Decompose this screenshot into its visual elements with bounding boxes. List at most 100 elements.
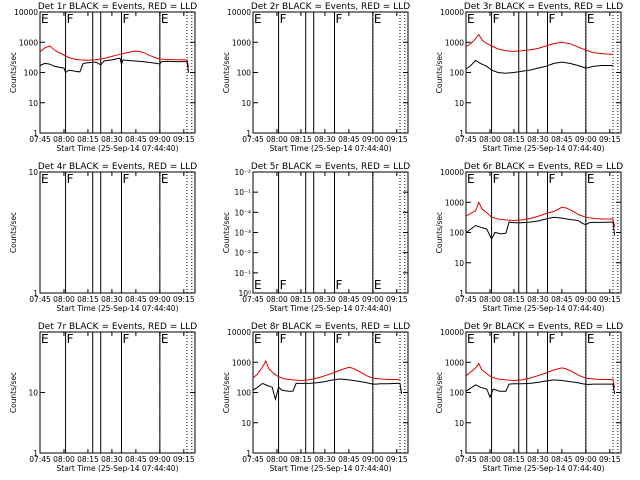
y-tick-label: 10⁻² [234,249,251,258]
flag-label: F [335,278,342,292]
x-tick-label: 08:00 [479,455,501,464]
x-tick-label: 08:45 [551,455,573,464]
x-tick-label: 09:15 [173,135,195,144]
y-tick-label: 10000 [440,168,464,177]
x-tick-label: 08:15 [503,135,525,144]
y-tick-label: 10 [28,168,38,177]
plot-frame [252,11,409,134]
panel-title: Det 4r BLACK = Events, RED = LLD [38,162,197,172]
y-tick-label: 100 [237,389,252,398]
x-tick-label: 09:15 [599,455,621,464]
x-tick-label: 09:00 [575,295,597,304]
flag-label: F [548,12,555,26]
flag-label: F [335,12,342,26]
x-tick-label: 09:15 [386,295,408,304]
x-axis-label: Start Time (25-Sep-14 07:44:40) [57,304,179,313]
y-tick-label: 10 [454,259,464,268]
panel-title: Det 7r BLACK = Events, RED = LLD [38,322,197,332]
y-tick-label: 10000 [14,8,38,17]
flag-label: F [493,12,500,26]
y-tick-label: 10 [241,99,251,108]
flag-label: F [335,332,342,346]
x-tick-label: 08:00 [266,135,288,144]
plot-frame [465,331,622,454]
y-axis-label: Counts/sec [222,212,231,253]
plot-frame [39,171,196,294]
x-tick-label: 08:45 [551,135,573,144]
x-tick-label: 08:45 [338,135,360,144]
y-tick-label: 100 [450,389,465,398]
y-tick-label: 10000 [227,8,251,17]
series-line-black [465,59,613,74]
y-tick-label: 1 [246,449,251,458]
y-tick-label: 100 [24,69,39,78]
y-axis-label: Counts/sec [435,372,444,413]
flag-label: E [374,278,382,292]
x-axis-label: Start Time (25-Sep-14 07:44:40) [57,144,179,153]
x-tick-label: 08:00 [479,295,501,304]
y-axis-label: Counts/sec [9,52,18,93]
x-tick-label: 08:45 [338,295,360,304]
y-axis-label: Counts/sec [9,212,18,253]
y-tick-label: 1 [459,449,464,458]
y-tick-label: 10 [454,419,464,428]
y-axis-label: Counts/sec [222,52,231,93]
x-tick-label: 09:00 [149,135,171,144]
flag-label: F [548,172,555,186]
flag-label: E [41,332,49,346]
x-tick-label: 08:15 [290,135,312,144]
x-tick-label: 08:45 [338,455,360,464]
x-tick-label: 09:15 [599,135,621,144]
panel-title: Det 8r BLACK = Events, RED = LLD [251,322,410,332]
x-tick-label: 08:30 [101,135,123,144]
y-tick-label: 10⁰ [238,289,251,298]
y-tick-label: 1 [459,129,464,138]
flag-label: F [67,12,74,26]
x-tick-label: 08:15 [503,295,525,304]
plot-frame [252,331,409,454]
y-tick-label: 10 [241,419,251,428]
x-tick-label: 08:15 [77,455,99,464]
x-tick-label: 09:00 [362,455,384,464]
y-tick-label: 1000 [445,198,464,207]
x-tick-label: 07:45 [455,135,477,144]
x-tick-label: 07:45 [29,455,51,464]
y-tick-label: 10000 [440,328,464,337]
flag-label: E [587,12,595,26]
flag-label: E [161,332,169,346]
y-axis-label: Counts/sec [222,372,231,413]
flag-label: F [122,332,129,346]
x-tick-label: 08:00 [266,455,288,464]
x-tick-label: 07:45 [242,135,264,144]
y-tick-label: 10000 [440,8,464,17]
x-tick-label: 09:15 [173,295,195,304]
plot-frame [39,11,196,134]
flag-label: E [587,332,595,346]
x-tick-label: 07:45 [242,455,264,464]
flag-label: F [280,278,287,292]
x-tick-label: 08:00 [53,455,75,464]
x-axis-label: Start Time (25-Sep-14 07:44:40) [270,304,392,313]
x-tick-label: 08:30 [314,455,336,464]
flag-label: E [467,12,475,26]
flag-label: F [67,332,74,346]
x-tick-label: 08:30 [101,295,123,304]
series-line-black [252,378,403,402]
flag-label: E [254,332,262,346]
flag-label: E [467,332,475,346]
x-axis-label: Start Time (25-Sep-14 07:44:40) [483,144,605,153]
x-tick-label: 08:15 [77,135,99,144]
x-tick-label: 08:00 [479,135,501,144]
y-axis-label: Counts/sec [435,212,444,253]
x-axis-label: Start Time (25-Sep-14 07:44:40) [483,464,605,473]
plot-frame [252,171,409,294]
x-tick-label: 08:30 [314,295,336,304]
plot-frame [465,171,622,294]
y-tick-label: 1 [459,289,464,298]
x-tick-label: 08:45 [125,455,147,464]
